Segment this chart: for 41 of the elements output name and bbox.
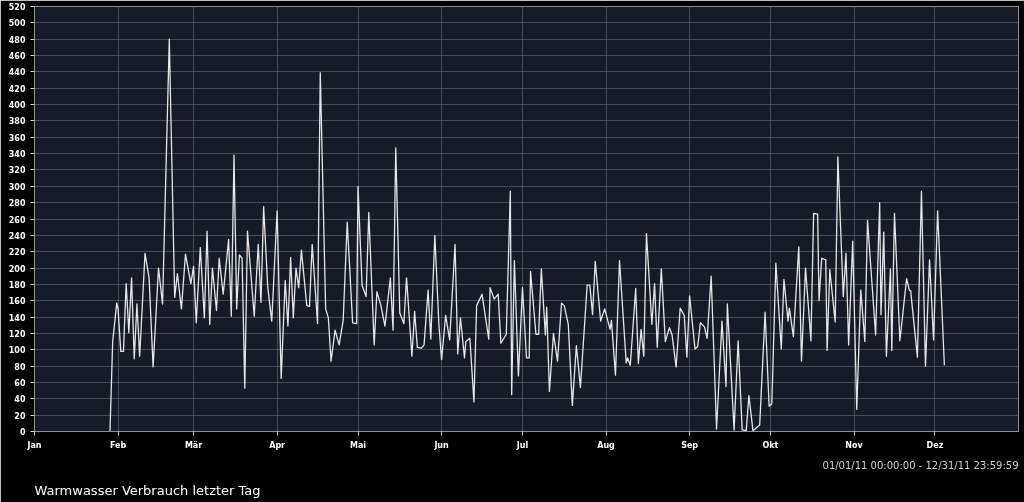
y-tick-label: 520	[8, 3, 26, 12]
y-tick-label: 220	[8, 248, 26, 258]
y-tick-label: 120	[8, 329, 26, 339]
y-tick-label: 80	[14, 362, 26, 372]
y-tick-label: 420	[8, 84, 26, 94]
y-tick-label: 440	[8, 68, 26, 78]
y-tick-label: 160	[8, 297, 26, 307]
y-tick-label: 100	[8, 346, 26, 356]
x-tick-label: Jan	[26, 440, 42, 450]
text: Warmwasser Verbrauch letzter Tag	[34, 482, 261, 498]
y-tick-label: 360	[8, 133, 26, 143]
x-tick-label: Nov	[845, 440, 864, 450]
y-tick-label: 280	[8, 199, 26, 209]
y-tick-label: 260	[8, 215, 26, 225]
y-tick-label: 300	[8, 182, 26, 192]
x-tick-label: Mai	[349, 440, 367, 450]
text: 01/01/11 00:00:00 - 12/31/11 23:59:59	[822, 459, 1019, 471]
x-tick-label: Apr	[269, 440, 286, 450]
x-tick-label: Feb	[109, 440, 127, 450]
y-tick-label: 0	[19, 428, 26, 437]
y-tick-label: 180	[8, 280, 26, 290]
x-tick-label: Okt	[762, 440, 779, 450]
x-tick-label: Aug	[597, 440, 616, 450]
y-tick-label: 140	[8, 313, 26, 323]
x-tick-label: Dez	[926, 440, 944, 450]
x-tick-label: Sep	[681, 440, 699, 450]
y-tick-label: 320	[8, 166, 26, 176]
y-tick-label: 20	[14, 411, 26, 421]
y-tick-label: 240	[8, 231, 26, 241]
x-tick-label: Mär	[184, 440, 203, 450]
y-tick-label: 380	[8, 117, 26, 127]
y-tick-label: 340	[8, 150, 26, 160]
x-tick-label: Jul	[515, 440, 529, 450]
y-tick-label: 480	[8, 35, 26, 45]
y-tick-label: 460	[8, 52, 26, 62]
y-tick-label: 40	[14, 395, 26, 405]
y-tick-label: 400	[8, 101, 26, 111]
y-tick-label: 500	[8, 19, 26, 29]
y-tick-label: 200	[8, 264, 26, 274]
y-tick-label: 60	[14, 378, 26, 388]
x-tick-label: Jun	[433, 440, 450, 450]
